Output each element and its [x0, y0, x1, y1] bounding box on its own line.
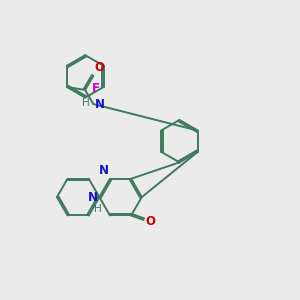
Text: O: O [95, 61, 105, 74]
Text: H: H [94, 204, 102, 214]
Text: N: N [88, 190, 98, 204]
Text: O: O [145, 215, 155, 228]
Text: F: F [92, 82, 100, 95]
Text: H: H [82, 98, 90, 109]
Text: N: N [98, 164, 109, 177]
Text: N: N [95, 98, 105, 111]
